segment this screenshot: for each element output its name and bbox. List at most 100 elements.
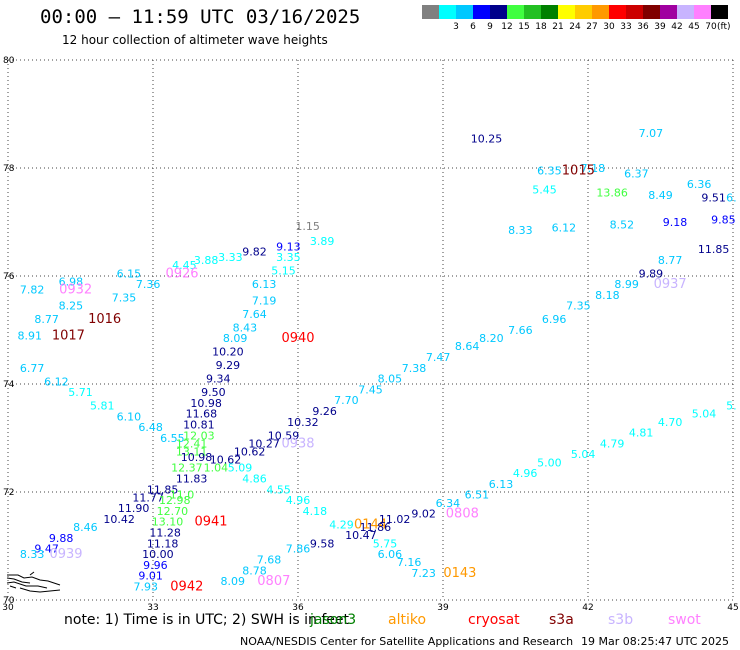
pass-time-label: 0939	[49, 547, 82, 562]
credit-line: NOAA/NESDIS Center for Satellite Applica…	[240, 635, 574, 648]
legend-swatch	[473, 5, 490, 19]
wave-height-value: 12.98	[159, 494, 191, 507]
pass-time-label: 0932	[59, 283, 92, 298]
pass-time-label: 1016	[88, 312, 121, 327]
wave-height-value: 9.50	[201, 386, 226, 399]
legend-label: 18	[535, 22, 547, 32]
wave-height-value: 9.88	[49, 532, 74, 545]
wave-height-value: 7.64	[242, 308, 267, 321]
wave-height-value: 8.46	[73, 521, 98, 534]
wave-height-value: 4.70	[658, 416, 683, 429]
wave-height-value: 10.98	[181, 451, 213, 464]
wave-height-value: 7.66	[508, 324, 533, 337]
wave-height-value: 7.86	[286, 543, 311, 556]
wave-height-value: 6.15	[117, 267, 142, 280]
page-subtitle: 12 hour collection of altimeter wave hei…	[62, 33, 328, 47]
wave-height-value: 7.19	[252, 294, 277, 307]
wave-height-value: 6.48	[138, 421, 163, 434]
satellite-s3b: s3b	[608, 612, 634, 628]
wave-height-value: 9.89	[639, 267, 664, 280]
legend-swatch	[592, 5, 609, 19]
satellite-s3a: s3a	[549, 612, 574, 628]
coastline	[6, 571, 61, 593]
wave-height-value: 8.09	[221, 575, 246, 588]
wave-height-value: 10.00	[142, 548, 174, 561]
wave-height-value: 8.33	[508, 224, 533, 237]
wave-height-value: 8.25	[59, 300, 84, 313]
wave-height-value: 6.10	[117, 410, 142, 423]
wave-height-value: 12.03	[183, 429, 215, 442]
wave-height-value: 8.09	[223, 332, 248, 345]
wave-height-value: 9.85	[711, 213, 736, 226]
wave-height-value: 11.85	[698, 243, 730, 256]
wave-height-value: 8.77	[34, 313, 59, 326]
wave-height-value: 8.52	[610, 219, 635, 232]
legend-label: 21	[552, 22, 564, 32]
wave-height-value: 5.09	[228, 462, 253, 475]
wave-height-value: 7.36	[136, 278, 161, 291]
wave-height-value: 11.02	[379, 513, 411, 526]
wave-height-value: 4.86	[242, 473, 267, 486]
satellite-altiko: altiko	[388, 612, 427, 628]
wave-height-value: 7.35	[566, 300, 591, 313]
wave-height-value: 8.05	[378, 373, 403, 386]
wave-height-value: 6.37	[624, 167, 649, 180]
satellite-jason3: jason3	[310, 612, 357, 628]
wave-height-value: 8.99	[614, 278, 639, 291]
wave-height-value: 4.96	[286, 494, 311, 507]
wave-height-value: 10.42	[103, 513, 135, 526]
wave-height-value: 11.90	[118, 502, 150, 515]
legend-swatch	[507, 5, 524, 19]
y-tick-label: 74	[3, 380, 15, 390]
wave-height-value: 8.18	[595, 289, 620, 302]
pass-time-label: 0941	[194, 515, 227, 530]
wave-height-value: 9.47	[34, 543, 59, 556]
pass-time-label: 0807	[257, 574, 290, 589]
satellite-swot: swot	[668, 612, 701, 628]
wave-height-value: 5.71	[68, 386, 93, 399]
x-tick-label: 33	[147, 603, 158, 613]
wave-height-value: 1.04	[204, 462, 229, 475]
pass-time-label: 0808	[446, 507, 479, 522]
wave-height-value: 1.15	[295, 220, 320, 233]
wave-height-value: 3.89	[310, 235, 335, 248]
legend-label: 27	[586, 22, 598, 32]
wave-height-value: 5.45	[532, 184, 557, 197]
wave-height-value: 8.91	[18, 329, 43, 342]
wave-height-value: 7.93	[134, 581, 159, 594]
legend-label: 33	[620, 22, 632, 32]
legend-label: 12	[501, 22, 513, 32]
wave-height-value: 4.96	[513, 467, 538, 480]
pass-time-label: 0143	[443, 566, 476, 581]
legend-swatch	[626, 5, 643, 19]
x-tick-label: 39	[437, 603, 449, 613]
wave-height-value: 5.	[726, 400, 737, 413]
wave-height-value: 12.37	[171, 462, 203, 475]
wave-height-value: 6.06	[378, 548, 403, 561]
legend-swatch	[711, 5, 728, 19]
pass-time-label: 0940	[281, 331, 314, 346]
wave-height-value: 9.26	[312, 405, 337, 418]
legend-swatch	[490, 5, 507, 19]
legend-swatch	[609, 5, 626, 19]
x-tick-label: 30	[2, 603, 14, 613]
legend-unit: (ft)	[717, 22, 731, 32]
legend-label: 15	[518, 22, 530, 32]
wave-height-value: 13.10	[152, 516, 184, 529]
wave-height-value: 5.04	[692, 408, 717, 421]
legend-label: 70	[705, 22, 717, 32]
wave-height-value: 7.18	[581, 162, 606, 175]
pass-time-label: 1017	[52, 328, 85, 343]
legend-swatch	[524, 5, 541, 19]
wave-height-value: 10.25	[471, 132, 503, 145]
legend-label: 42	[671, 22, 683, 32]
wave-height-value: 9.34	[206, 373, 231, 386]
pass-time-label: 0942	[170, 580, 203, 595]
wave-height-value: 8.33	[20, 548, 45, 561]
wave-height-value: 7.07	[639, 127, 664, 140]
satellite-cryosat: cryosat	[468, 612, 520, 628]
legend-label: 24	[569, 22, 581, 32]
wave-height-value: 12.70	[157, 505, 189, 518]
